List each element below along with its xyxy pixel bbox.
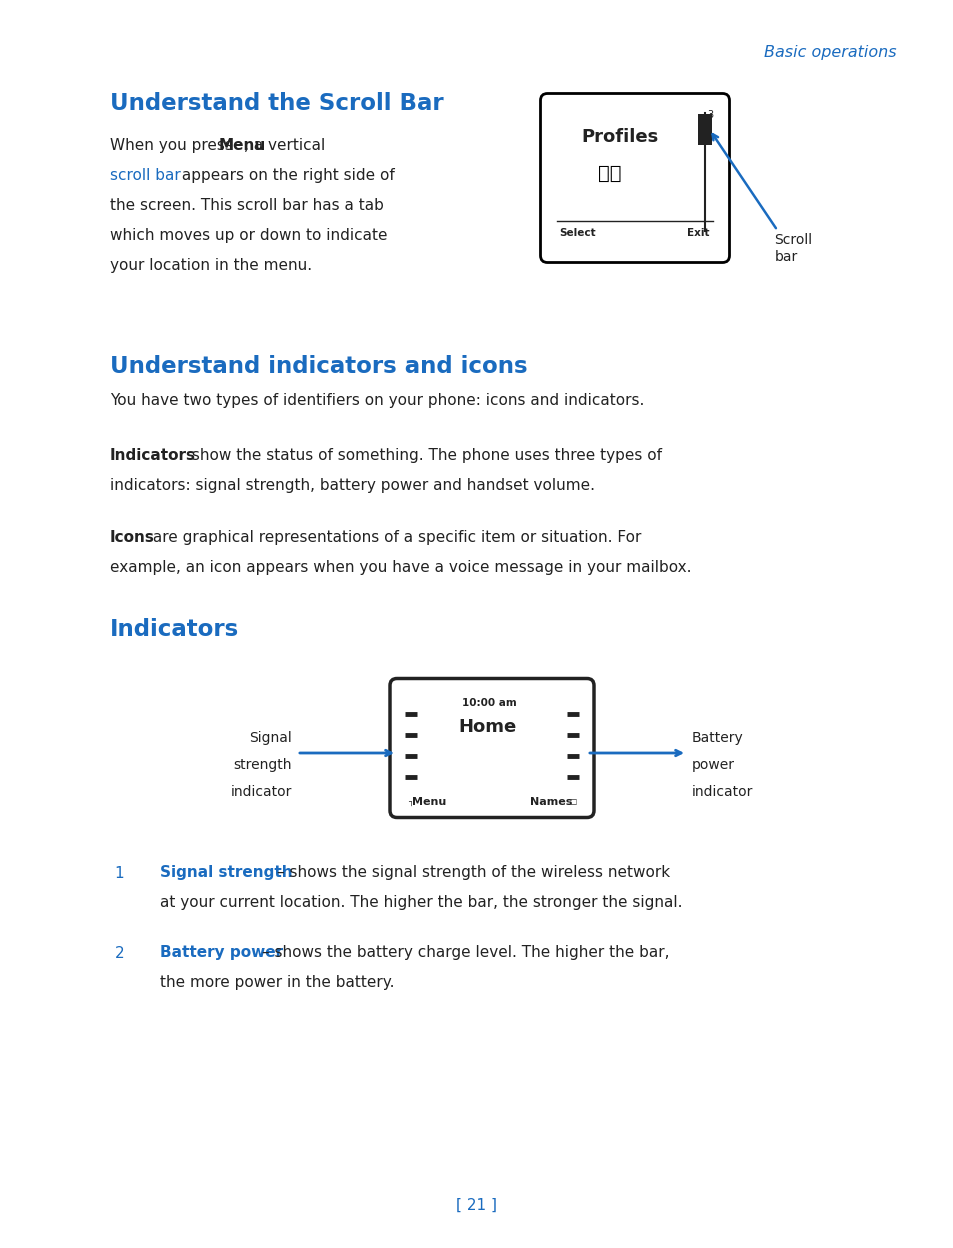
Text: ┐: ┐ [408, 796, 413, 805]
FancyBboxPatch shape [390, 679, 594, 817]
Text: Signal: Signal [249, 731, 292, 745]
Text: Profiles: Profiles [580, 129, 658, 146]
Text: Icons: Icons [110, 530, 154, 545]
Text: 2: 2 [114, 946, 124, 961]
Text: 1: 1 [114, 866, 124, 881]
Text: your location in the menu.: your location in the menu. [110, 258, 312, 273]
Text: [ 21 ]: [ 21 ] [456, 1198, 497, 1213]
Text: 10:00 am: 10:00 am [462, 698, 517, 708]
Text: strength: strength [233, 758, 292, 773]
Text: Understand the Scroll Bar: Understand the Scroll Bar [110, 92, 443, 115]
Text: are graphical representations of a specific item or situation. For: are graphical representations of a speci… [148, 530, 640, 545]
Text: Exit: Exit [687, 227, 709, 237]
Text: Scroll
bar: Scroll bar [774, 233, 812, 263]
Text: indicator: indicator [231, 785, 292, 799]
FancyBboxPatch shape [540, 94, 729, 262]
Text: Home: Home [457, 718, 516, 735]
Text: Basic operations: Basic operations [763, 45, 896, 60]
Text: Menu: Menu [218, 139, 266, 154]
Text: indicators: signal strength, battery power and handset volume.: indicators: signal strength, battery pow… [110, 478, 594, 493]
Text: Understand indicators and icons: Understand indicators and icons [110, 354, 527, 378]
Text: □: □ [569, 796, 576, 805]
Text: You have two types of identifiers on your phone: icons and indicators.: You have two types of identifiers on you… [110, 393, 643, 408]
Text: scroll bar: scroll bar [110, 168, 180, 183]
Text: the more power in the battery.: the more power in the battery. [159, 976, 394, 991]
Text: appears on the right side of: appears on the right side of [176, 168, 394, 183]
Text: Battery power: Battery power [159, 946, 282, 961]
Text: Battery: Battery [691, 731, 743, 745]
Text: Indicators: Indicators [110, 618, 238, 641]
Text: which moves up or down to indicate: which moves up or down to indicate [110, 228, 387, 243]
Text: , a vertical: , a vertical [243, 139, 325, 154]
Text: show the status of something. The phone uses three types of: show the status of something. The phone … [187, 448, 661, 463]
Text: example, an icon appears when you have a voice message in your mailbox.: example, an icon appears when you have a… [110, 560, 691, 575]
Text: at your current location. The higher the bar, the stronger the signal.: at your current location. The higher the… [159, 896, 681, 911]
Text: Indicators: Indicators [110, 448, 195, 463]
Text: 3: 3 [707, 111, 713, 121]
Text: – shows the signal strength of the wireless network: – shows the signal strength of the wirel… [276, 866, 669, 881]
Text: the screen. This scroll bar has a tab: the screen. This scroll bar has a tab [110, 198, 383, 213]
Bar [697, 115, 711, 145]
Text: – shows the battery charge level. The higher the bar,: – shows the battery charge level. The hi… [261, 946, 668, 961]
Text: Signal strength: Signal strength [159, 866, 292, 881]
Text: power: power [691, 758, 734, 773]
Text: indicator: indicator [691, 785, 753, 799]
Text: 🎵🐾: 🎵🐾 [598, 163, 621, 182]
Text: Menu: Menu [412, 796, 446, 806]
Text: When you press: When you press [110, 139, 237, 154]
Text: Select: Select [558, 227, 596, 237]
Text: Names: Names [529, 796, 572, 806]
